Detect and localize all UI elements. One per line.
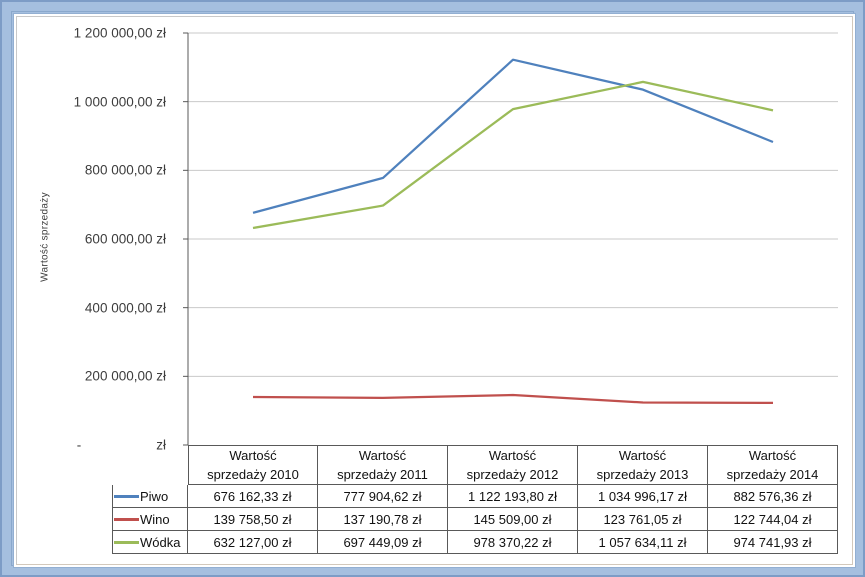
table-value-cell: 145 509,00 zł: [448, 508, 578, 531]
table-column-header: Wartość sprzedaży 2011: [318, 445, 448, 485]
legend-series-name: Piwo: [140, 488, 169, 504]
legend-line-swatch: [114, 540, 139, 544]
y-axis-tick-label: 600 000,00 zł: [84, 231, 166, 247]
legend-series-name: Wódka: [140, 534, 181, 550]
legend-cell-wino: Wino: [112, 508, 188, 531]
table-column-header: Wartość sprzedaży 2012: [448, 445, 578, 485]
legend-cell-piwo: Piwo: [112, 485, 188, 508]
header-line2: sprzedaży 2014: [726, 467, 819, 482]
table-value-cell: 122 744,04 zł: [708, 508, 838, 531]
header-line2: sprzedaży 2012: [466, 467, 559, 482]
legend-line-swatch: [114, 517, 139, 521]
table-value-cell: 1 057 634,11 zł: [578, 531, 708, 554]
table-value-cell: 777 904,62 zł: [318, 485, 448, 508]
chart-data-table: Wartość sprzedaży 2010 Wartość sprzedaży 20…: [112, 445, 838, 554]
table-value-cell: 697 449,09 zł: [318, 531, 448, 554]
header-line1: Wartość: [488, 448, 537, 463]
table-value-cell: 974 741,93 zł: [708, 531, 838, 554]
y-axis-tick-label: 400 000,00 zł: [84, 300, 166, 316]
legend-series-name: Wino: [140, 511, 170, 527]
y-axis-tick-label: 200 000,00 zł: [84, 368, 166, 384]
table-corner-spacer: [112, 445, 188, 485]
table-value-cell: 1 122 193,80 zł: [448, 485, 578, 508]
header-line2: sprzedaży 2011: [337, 467, 428, 482]
table-value-cell: 137 190,78 zł: [318, 508, 448, 531]
table-value-cell: 632 127,00 zł: [188, 531, 318, 554]
header-line2: sprzedaży 2010: [207, 467, 299, 482]
legend-cell-wódka: Wódka: [112, 531, 188, 554]
y-axis-tick-label: 1 200 000,00 zł: [73, 25, 166, 41]
table-value-cell: 123 761,05 zł: [578, 508, 708, 531]
series-line-wino: [252, 393, 774, 404]
header-line1: Wartość: [358, 448, 407, 463]
y-axis-tick-label: - zł: [76, 437, 166, 453]
header-line1: Wartość: [748, 448, 797, 463]
series-line-wódka: [252, 80, 774, 230]
table-value-cell: 978 370,22 zł: [448, 531, 578, 554]
header-line1: Wartość: [229, 448, 277, 463]
y-axis-tick-label: 800 000,00 zł: [84, 162, 166, 178]
table-column-header: Wartość sprzedaży 2010: [188, 445, 318, 485]
table-value-cell: 676 162,33 zł: [188, 485, 318, 508]
chart-container: Wartość sprzedaży - zł 200 000,00 zł 400 0…: [16, 16, 853, 565]
table-column-header: Wartość sprzedaży 2014: [708, 445, 838, 485]
legend-line-swatch: [114, 494, 139, 498]
series-line-piwo: [252, 58, 774, 214]
y-axis-tick-label: 1 000 000,00 zł: [73, 94, 166, 110]
header-line1: Wartość: [618, 448, 667, 463]
header-line2: sprzedaży 2013: [596, 467, 689, 482]
table-value-cell: 882 576,36 zł: [708, 485, 838, 508]
table-value-cell: 139 758,50 zł: [188, 508, 318, 531]
table-column-header: Wartość sprzedaży 2013: [578, 445, 708, 485]
line-chart-plot: [183, 32, 838, 446]
table-value-cell: 1 034 996,17 zł: [578, 485, 708, 508]
